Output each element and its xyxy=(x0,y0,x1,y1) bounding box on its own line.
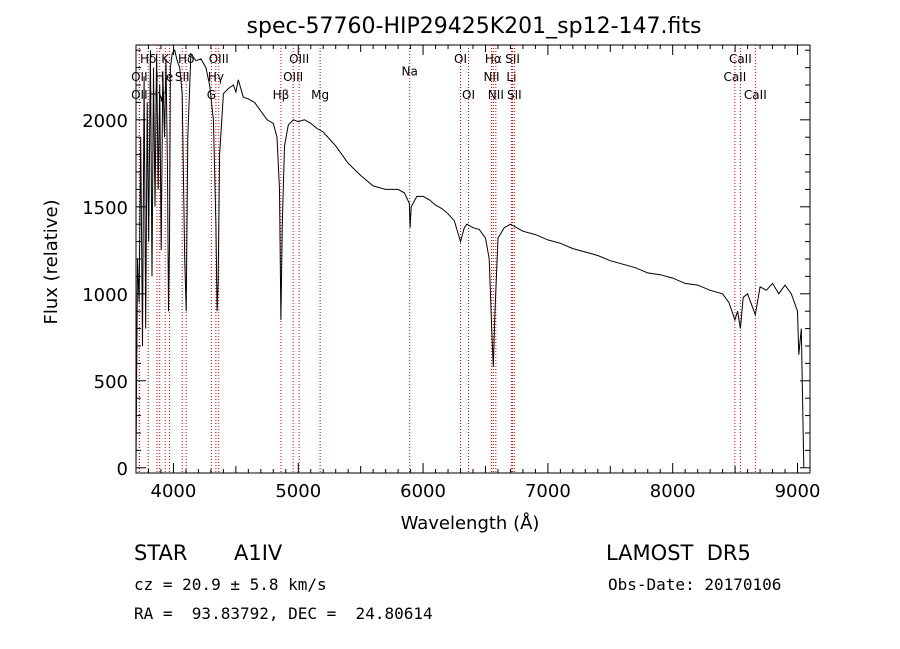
line-label-3: OIII xyxy=(209,52,229,66)
line-label-16: Li xyxy=(506,70,516,84)
line-label-21: Hβ xyxy=(273,88,290,102)
y-tick-label: 0 xyxy=(117,459,128,480)
line-label-5: OI xyxy=(454,52,467,66)
line-label-24: OI xyxy=(462,88,475,102)
line-label-6: Hα xyxy=(485,52,502,66)
line-label-22: Mg xyxy=(311,88,329,102)
y-tick-label: 2000 xyxy=(82,111,128,132)
line-label-13: Hγ xyxy=(208,70,224,84)
line-label-11: e xyxy=(166,70,173,84)
observation-date: Obs-Date: 20170106 xyxy=(608,575,782,594)
plot-frame xyxy=(135,44,811,474)
y-axis-label: Flux (relative) xyxy=(41,199,62,324)
x-axis-label: Wavelength (Å) xyxy=(401,512,540,534)
line-label-18: OII xyxy=(131,88,148,102)
line-label-27: CaII xyxy=(744,88,767,102)
line-label-15: NII xyxy=(483,70,499,84)
x-tick-label: 7000 xyxy=(525,481,571,502)
chart-title: spec-57760-HIP29425K201_sp12-147.fits xyxy=(247,14,702,39)
y-axis-ticks: 0 500 1000 1500 2000 xyxy=(82,49,810,480)
line-label-0: Hδ xyxy=(140,52,156,66)
object-class: STAR xyxy=(134,541,188,565)
x-tick-label: 5000 xyxy=(275,481,321,502)
line-label-25: NII xyxy=(488,88,504,102)
x-tick-label: 6000 xyxy=(400,481,446,502)
line-label-20: G xyxy=(207,88,216,102)
line-label-2: Hδ xyxy=(178,52,194,66)
line-label-9: OII xyxy=(131,70,148,84)
line-label-12: SII xyxy=(175,70,190,84)
spectrum-series-line xyxy=(135,49,805,468)
y-tick-label: 1500 xyxy=(82,198,128,219)
survey-name: LAMOST DR5 xyxy=(606,541,751,565)
y-tick-label: 1000 xyxy=(82,285,128,306)
y-tick-label: 500 xyxy=(94,372,128,393)
line-label-26: SII xyxy=(507,88,522,102)
x-tick-label: 8000 xyxy=(650,481,696,502)
line-label-17: CaII xyxy=(723,70,746,84)
line-label-10: H xyxy=(155,70,164,84)
line-label-14: OIII xyxy=(283,70,303,84)
line-label-8: CaII xyxy=(729,52,752,66)
x-axis-ticks: 4000 5000 6000 7000 8000 9000 xyxy=(135,45,821,502)
line-label-7: SII xyxy=(505,52,520,66)
line-label-23: Na xyxy=(402,65,418,79)
x-tick-label: 4000 xyxy=(151,481,197,502)
object-subclass: A1IV xyxy=(234,541,283,565)
line-label-4: OIII xyxy=(289,52,309,66)
redshift-cz: cz = 20.9 ± 5.8 km/s xyxy=(134,575,327,594)
x-tick-label: 9000 xyxy=(775,481,821,502)
ra-dec-coordinates: RA = 93.83792, DEC = 24.80614 xyxy=(134,604,433,623)
